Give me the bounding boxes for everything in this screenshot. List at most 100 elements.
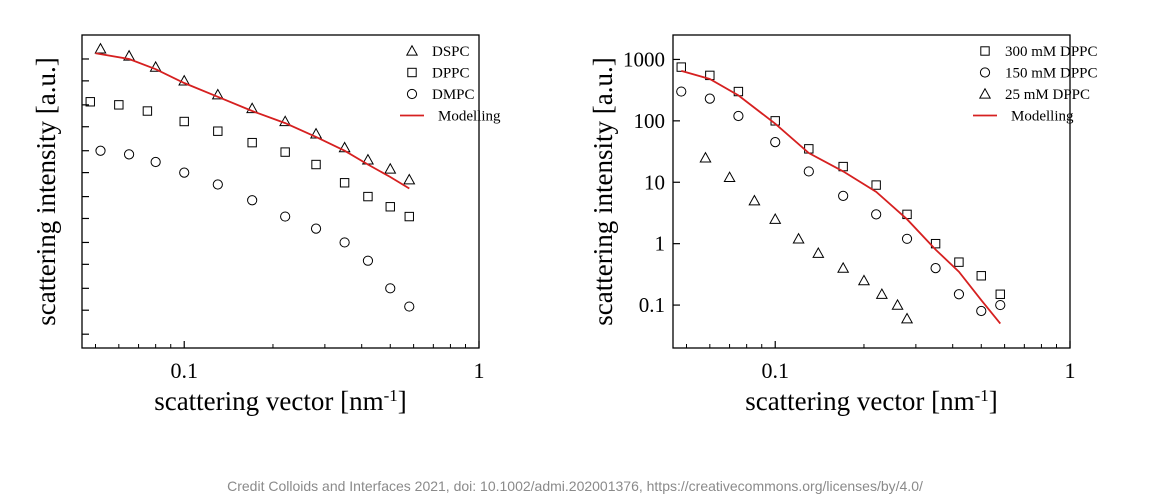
data-point-triangle [891,298,904,310]
legend-marker-circle [979,67,991,78]
x-axis-label: scattering vector [nm-1] [745,386,998,417]
data-point-square [311,159,321,170]
data-point-circle [123,149,135,160]
x-axis-label: scattering vector [nm-1] [154,386,407,417]
data-point-circle [704,93,715,104]
image-credit: Credit Colloids and Interfaces 2021, doi… [227,478,923,494]
legend-label: DPPC [432,66,470,82]
x-tick-label: 1 [1065,358,1076,383]
y-tick-label: 0.1 [639,293,665,317]
legend-label: 25 mM DPPC [1005,87,1090,103]
data-point-square [954,257,964,267]
data-point-square [114,100,124,110]
data-point-triangle [837,261,850,273]
data-point-triangle [792,232,805,244]
data-point-circle [95,145,106,156]
plot-frame [672,34,1071,349]
data-point-circle [179,167,190,178]
data-point-square [995,289,1005,299]
data-point-triangle [94,42,107,54]
x-tick-label: 0.1 [761,358,789,383]
data-point-square [804,144,814,154]
data-point-triangle [279,115,292,127]
data-point-circle [803,166,814,177]
data-point-triangle [246,102,259,114]
data-point-triangle [812,246,825,258]
legend-label: DMPC [432,87,475,103]
data-point-square [976,271,986,281]
data-point-circle [385,283,396,294]
y-axis-label: scattering intensity [a.u.] [31,57,61,325]
data-point-triangle [149,60,162,72]
legend-marker-square [980,46,990,56]
data-point-circle [150,156,161,168]
data-point-square [385,202,395,212]
data-point-circle [733,110,744,122]
data-point-triangle [384,162,397,174]
legend-label: Modelling [438,109,501,125]
data-point-circle [770,137,781,148]
data-point-triangle [723,171,736,183]
data-point-square [213,126,223,136]
figure: 0.1 1 scattering vector [nm-1] scattering i… [31,34,1098,417]
data-point-circle [247,195,258,206]
x-tick-label: 0.1 [170,358,198,383]
data-point-square [339,178,350,188]
plot-concentrations: 0.1 1 0.1 1 10 100 1000 scattering vector [nm-1… [588,34,1098,417]
data-point-square [930,238,941,249]
y-tick-label: 1000 [623,47,665,71]
data-point-triangle [338,141,351,153]
data-point-square [85,97,95,107]
data-point-circle [871,209,882,220]
legend-label: DSPC [432,44,470,60]
legend-marker-circle [406,88,418,100]
y-tick-label: 1 [655,232,666,256]
y-tick-label: 10 [644,170,665,194]
y-tick-label: 100 [634,109,666,133]
data-point-circle [339,237,350,248]
data-point-circle [901,233,913,244]
data-point-triangle [857,274,871,286]
data-point-circle [676,86,687,97]
data-point-square [179,116,189,127]
legend-label: 150 mM DPPC [1005,66,1098,82]
data-point-square [871,180,881,190]
data-point-triangle [178,74,191,86]
data-point-square [363,191,373,202]
data-point-circle [404,301,415,312]
data-point-triangle [211,88,224,100]
data-point-circle [995,299,1006,311]
data-point-circle [212,179,223,190]
data-point-square [404,211,414,222]
data-point-circle [838,190,849,201]
data-point-triangle [748,194,761,206]
data-point-square [247,137,257,148]
data-point-triangle [123,49,136,61]
data-point-circle [280,211,291,222]
data-point-circle [953,289,965,300]
y-axis-label: scattering intensity [a.u.] [588,57,618,325]
data-point-square [280,147,290,157]
data-point-circle [976,305,987,317]
legend-marker-square [407,67,417,78]
legend-marker-triangle [978,87,992,99]
legend-label: 300 mM DPPC [1005,44,1098,60]
legend-label: Modelling [1011,109,1074,125]
data-point-triangle [900,312,914,324]
plot-lipid-types: 0.1 1 scattering vector [nm-1] scattering i… [31,34,501,417]
data-point-circle [930,263,941,274]
legend-marker-triangle [405,44,419,56]
data-point-square [142,106,153,116]
x-tick-label: 1 [474,358,485,383]
data-point-triangle [769,212,782,224]
data-point-triangle [403,173,416,185]
data-point-triangle [875,288,888,299]
plot-frame [81,34,480,349]
model-curve [681,70,1001,325]
data-point-circle [362,255,374,266]
data-point-circle [310,223,322,234]
data-point-square [676,62,686,72]
data-point-triangle [309,127,323,139]
data-point-triangle [699,151,712,163]
model-curve [95,52,410,190]
